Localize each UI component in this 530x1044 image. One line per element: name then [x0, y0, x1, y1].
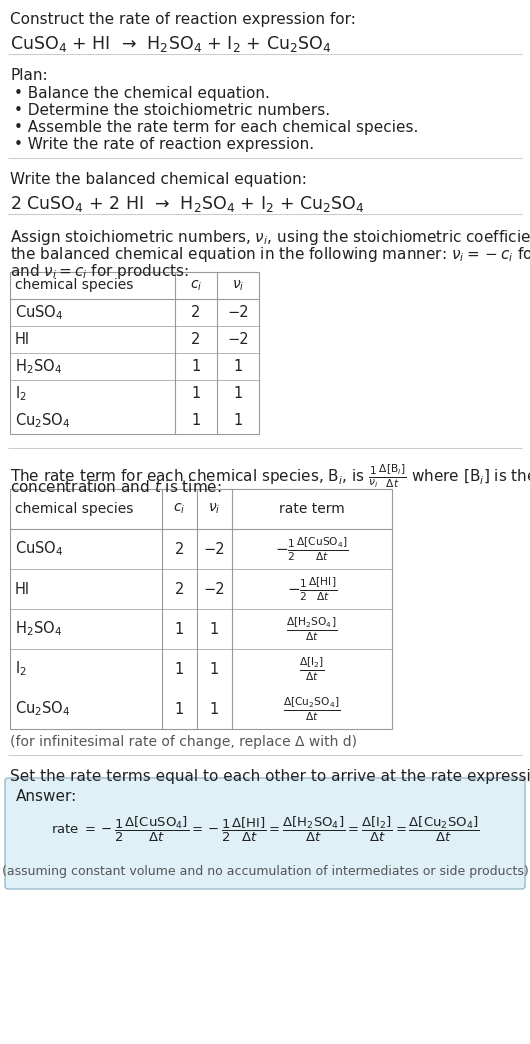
Text: Assign stoichiometric numbers, $\nu_i$, using the stoichiometric coefficients, $: Assign stoichiometric numbers, $\nu_i$, … — [10, 228, 530, 247]
Text: 1: 1 — [191, 413, 201, 428]
Text: 1: 1 — [233, 386, 243, 401]
Text: H$_2$SO$_4$: H$_2$SO$_4$ — [15, 357, 62, 376]
Text: 2 CuSO$_4$ + 2 HI  →  H$_2$SO$_4$ + I$_2$ + Cu$_2$SO$_4$: 2 CuSO$_4$ + 2 HI → H$_2$SO$_4$ + I$_2$ … — [10, 194, 365, 214]
Bar — [10, 272, 259, 434]
Text: HI: HI — [15, 582, 30, 596]
Text: CuSO$_4$ + HI  →  H$_2$SO$_4$ + I$_2$ + Cu$_2$SO$_4$: CuSO$_4$ + HI → H$_2$SO$_4$ + I$_2$ + Cu… — [10, 34, 332, 54]
Text: The rate term for each chemical species, B$_i$, is $\frac{1}{\nu_i}\frac{\Delta[: The rate term for each chemical species,… — [10, 462, 530, 490]
Text: • Assemble the rate term for each chemical species.: • Assemble the rate term for each chemic… — [14, 120, 418, 135]
Text: I$_2$: I$_2$ — [15, 384, 27, 403]
Text: $\nu_i$: $\nu_i$ — [208, 502, 220, 516]
Text: 2: 2 — [175, 582, 184, 596]
Text: 1: 1 — [191, 386, 201, 401]
Text: I$_2$: I$_2$ — [15, 660, 27, 679]
Text: −2: −2 — [204, 582, 225, 596]
Text: rate term: rate term — [279, 502, 345, 516]
Text: −2: −2 — [204, 542, 225, 556]
Text: $-\frac{1}{2}\frac{\Delta[\mathrm{CuSO_4}]}{\Delta t}$: $-\frac{1}{2}\frac{\Delta[\mathrm{CuSO_4… — [275, 536, 349, 563]
Text: Set the rate terms equal to each other to arrive at the rate expression:: Set the rate terms equal to each other t… — [10, 769, 530, 784]
Text: 1: 1 — [191, 359, 201, 374]
Text: rate $= -\dfrac{1}{2}\dfrac{\Delta[\mathrm{CuSO_4}]}{\Delta t} = -\dfrac{1}{2}\d: rate $= -\dfrac{1}{2}\dfrac{\Delta[\math… — [51, 814, 479, 844]
Text: $-\frac{1}{2}\frac{\Delta[\mathrm{HI}]}{\Delta t}$: $-\frac{1}{2}\frac{\Delta[\mathrm{HI}]}{… — [287, 575, 337, 602]
Text: $\frac{\Delta[\mathrm{H_2SO_4}]}{\Delta t}$: $\frac{\Delta[\mathrm{H_2SO_4}]}{\Delta … — [286, 615, 338, 643]
Text: $\frac{\Delta[\mathrm{I_2}]}{\Delta t}$: $\frac{\Delta[\mathrm{I_2}]}{\Delta t}$ — [299, 656, 325, 683]
Text: $\frac{\Delta[\mathrm{Cu_2SO_4}]}{\Delta t}$: $\frac{\Delta[\mathrm{Cu_2SO_4}]}{\Delta… — [284, 695, 341, 722]
Text: 1: 1 — [233, 359, 243, 374]
Text: 2: 2 — [191, 305, 201, 321]
Text: • Determine the stoichiometric numbers.: • Determine the stoichiometric numbers. — [14, 103, 330, 118]
Text: 1: 1 — [175, 662, 184, 677]
Text: (for infinitesimal rate of change, replace Δ with d): (for infinitesimal rate of change, repla… — [10, 735, 357, 749]
Text: $c_i$: $c_i$ — [173, 502, 185, 516]
Text: Cu$_2$SO$_4$: Cu$_2$SO$_4$ — [15, 699, 70, 718]
Text: $c_i$: $c_i$ — [190, 279, 202, 292]
Text: Answer:: Answer: — [16, 789, 77, 804]
Text: 1: 1 — [210, 662, 219, 677]
Text: the balanced chemical equation in the following manner: $\nu_i = -c_i$ for react: the balanced chemical equation in the fo… — [10, 245, 530, 264]
Text: 1: 1 — [210, 702, 219, 716]
Text: 1: 1 — [175, 702, 184, 716]
Text: −2: −2 — [227, 305, 249, 321]
Text: • Write the rate of reaction expression.: • Write the rate of reaction expression. — [14, 137, 314, 152]
Text: chemical species: chemical species — [15, 502, 134, 516]
FancyBboxPatch shape — [5, 778, 525, 889]
Text: HI: HI — [15, 332, 30, 347]
Text: Construct the rate of reaction expression for:: Construct the rate of reaction expressio… — [10, 11, 356, 27]
Text: CuSO$_4$: CuSO$_4$ — [15, 303, 64, 322]
Text: $\nu_i$: $\nu_i$ — [232, 279, 244, 292]
Text: and $\nu_i = c_i$ for products:: and $\nu_i = c_i$ for products: — [10, 262, 189, 281]
Bar — [10, 489, 392, 729]
Text: H$_2$SO$_4$: H$_2$SO$_4$ — [15, 620, 62, 638]
Text: Cu$_2$SO$_4$: Cu$_2$SO$_4$ — [15, 411, 70, 430]
Text: CuSO$_4$: CuSO$_4$ — [15, 540, 64, 559]
Text: 1: 1 — [175, 621, 184, 637]
Text: 2: 2 — [175, 542, 184, 556]
Text: Plan:: Plan: — [10, 68, 48, 84]
Text: 2: 2 — [191, 332, 201, 347]
Text: Write the balanced chemical equation:: Write the balanced chemical equation: — [10, 172, 307, 187]
Text: 1: 1 — [233, 413, 243, 428]
Text: (assuming constant volume and no accumulation of intermediates or side products): (assuming constant volume and no accumul… — [2, 865, 528, 878]
Text: −2: −2 — [227, 332, 249, 347]
Text: • Balance the chemical equation.: • Balance the chemical equation. — [14, 86, 270, 101]
Text: chemical species: chemical species — [15, 279, 134, 292]
Text: concentration and $t$ is time:: concentration and $t$ is time: — [10, 479, 222, 495]
Text: 1: 1 — [210, 621, 219, 637]
